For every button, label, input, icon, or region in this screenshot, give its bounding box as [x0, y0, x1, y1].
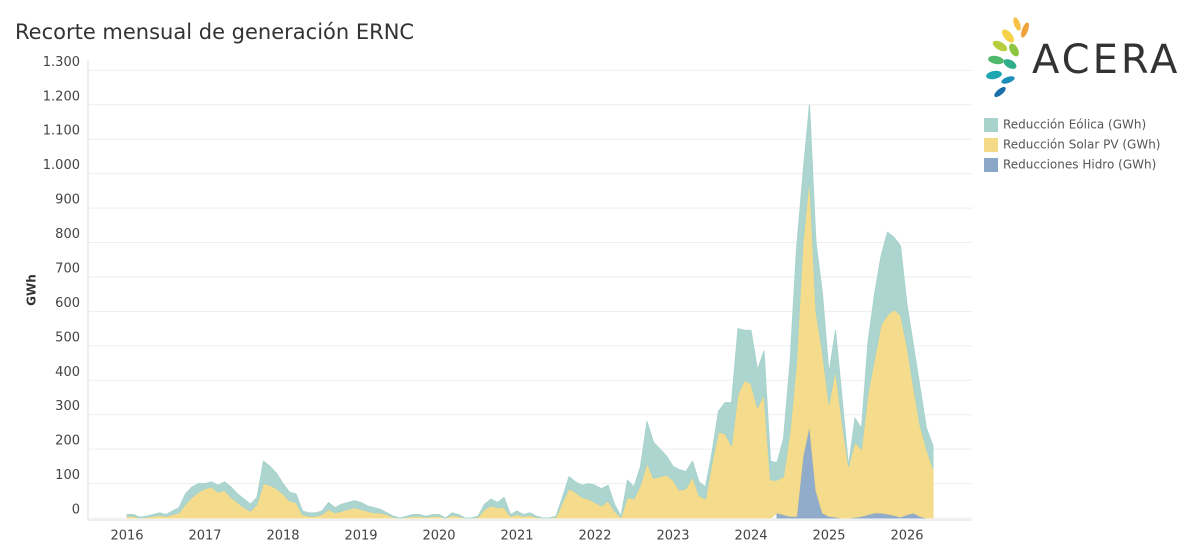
y-tick-label: 1.000 — [43, 158, 80, 173]
legend-label: Reducción Solar PV (GWh) — [1003, 138, 1160, 152]
x-tick-label: 2020 — [422, 529, 455, 544]
x-tick-label: 2021 — [500, 529, 533, 544]
legend-swatch — [984, 158, 998, 172]
chart-title: Recorte mensual de generación ERNC — [15, 20, 414, 44]
x-tick-label: 2025 — [812, 529, 845, 544]
logo-mark — [986, 17, 1029, 98]
x-tick-label: 2018 — [266, 529, 299, 544]
y-tick-label: 100 — [55, 468, 80, 483]
y-tick-label: 400 — [55, 365, 80, 380]
legend-swatch — [984, 138, 998, 152]
y-tick-label: 600 — [55, 296, 80, 311]
y-tick-label: 1.200 — [43, 89, 80, 104]
y-tick-label: 500 — [55, 330, 80, 345]
area — [126, 104, 934, 519]
y-tick-label: 300 — [55, 399, 80, 414]
x-tick-label: 2024 — [734, 529, 767, 544]
y-tick-label: 900 — [55, 193, 80, 208]
y-tick-label: 800 — [55, 227, 80, 242]
y-tick-label: 1.100 — [43, 124, 80, 139]
logo-text: ACERA — [1032, 37, 1180, 83]
y-tick-label: 700 — [55, 261, 80, 276]
legend-label: Reducción Eólica (GWh) — [1003, 118, 1146, 132]
x-tick-label: 2019 — [344, 529, 377, 544]
y-tick-label: 200 — [55, 434, 80, 449]
x-tick-label: 2016 — [110, 529, 143, 544]
x-tick-label: 2026 — [890, 529, 923, 544]
x-tick-label: 2023 — [656, 529, 689, 544]
legend-swatch — [984, 118, 998, 132]
y-axis-title: GWh — [25, 274, 39, 306]
y-tick-label: 0 — [72, 503, 80, 518]
x-tick-label: 2022 — [578, 529, 611, 544]
x-tick-label: 2017 — [188, 529, 221, 544]
y-tick-label: 1.300 — [43, 55, 80, 70]
legend-label: Reducciones Hidro (GWh) — [1003, 158, 1156, 172]
